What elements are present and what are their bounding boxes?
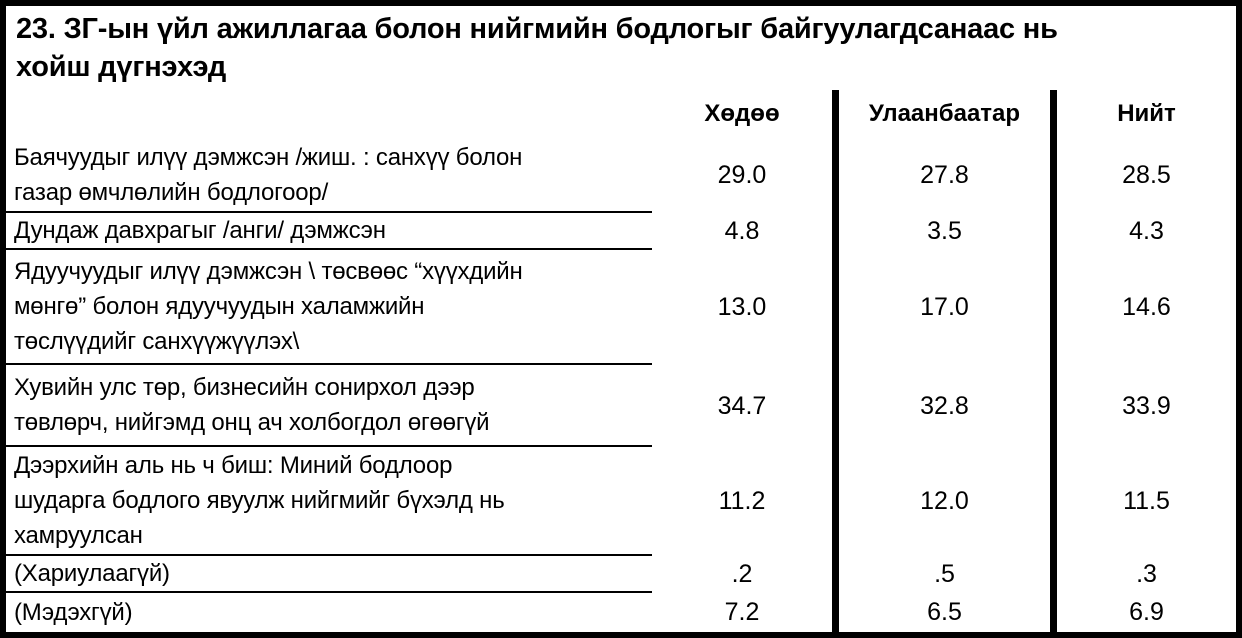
- row-label: Хувийн улс төр, бизнесийн сонирхол дээр …: [6, 365, 652, 447]
- row-label: Ядуучуудыг илүү дэмжсэн \ төсвөөс “хүүхд…: [6, 250, 652, 365]
- value-cell-niit: 14.6: [1050, 250, 1236, 365]
- value-cell-hodoo: 11.2: [718, 487, 766, 515]
- column-header-ulaanbaatar: Улаанбаатар: [832, 90, 1050, 138]
- table-title: 23. ЗГ-ын үйл ажиллагаа болон нийгмийн б…: [16, 13, 1058, 83]
- row-label: (Хариулаагүй): [6, 556, 652, 593]
- value-cell-hodoo: 29.0: [717, 161, 767, 189]
- row-label: Дээрхийн аль нь ч биш: Миний бодлоор шуд…: [6, 447, 652, 556]
- value-cell-ulaanbaatar: 12.0: [832, 447, 1050, 556]
- value-cell-niit: 28.5: [1050, 138, 1236, 213]
- row-label: (Мэдэхгүй): [14, 599, 133, 626]
- value-cell-ulaanbaatar: 32.8: [832, 365, 1050, 447]
- value-cell-ulaanbaatar: 6.5: [832, 593, 1050, 632]
- results-table: Хөдөө Улаанбаатар Нийт Баячуудыг илүү дэ…: [6, 90, 1236, 632]
- value-cell-ulaanbaatar: .5: [832, 556, 1050, 593]
- value-cell-niit: 33.9: [1050, 365, 1236, 447]
- value-cell-niit: .3: [1050, 556, 1236, 593]
- column-header-niit: Нийт: [1050, 90, 1236, 138]
- value-cell-niit: 6.9: [1050, 593, 1236, 632]
- value-cell-hodoo: .2: [731, 560, 753, 588]
- column-header-hodoo: Хөдөө: [704, 100, 780, 127]
- value-cell-ulaanbaatar: 27.8: [832, 138, 1050, 213]
- value-cell-niit: 4.3: [1050, 213, 1236, 250]
- value-cell-ulaanbaatar: 3.5: [832, 213, 1050, 250]
- value-cell-hodoo: 34.7: [717, 391, 767, 420]
- row-label-header-empty: [6, 90, 652, 138]
- value-cell-hodoo: 4.8: [724, 217, 760, 245]
- row-label: Дундаж давхрагыг /анги/ дэмжсэн: [6, 213, 652, 250]
- value-cell-hodoo: 7.2: [724, 598, 760, 626]
- value-cell-hodoo: 13.0: [717, 293, 767, 321]
- value-cell-ulaanbaatar: 17.0: [832, 250, 1050, 365]
- row-label: Баячуудыг илүү дэмжсэн /жиш. : санхүү бо…: [6, 138, 652, 213]
- value-cell-niit: 11.5: [1050, 447, 1236, 556]
